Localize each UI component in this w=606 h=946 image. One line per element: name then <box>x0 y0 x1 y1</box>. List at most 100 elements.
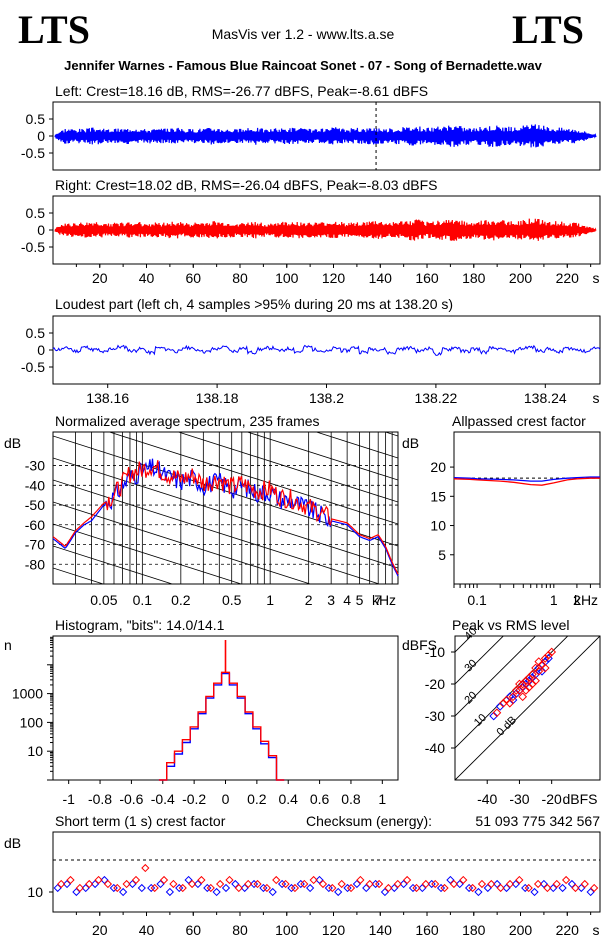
right-waveform-xtick-label: 120 <box>322 270 346 286</box>
spectrum-xtick-label: 0.05 <box>90 592 117 608</box>
allpassed-crest-frame <box>453 431 601 585</box>
short-term-crest-point <box>216 879 225 889</box>
right-waveform-xtick-label: 160 <box>415 270 439 286</box>
short-term-crest-ylabel: dB <box>4 835 21 851</box>
peak-vs-rms-point <box>498 698 508 708</box>
short-term-crest-xtick-label: 180 <box>462 922 486 938</box>
short-term-crest-point <box>318 879 328 889</box>
peak-vs-rms-point <box>521 686 531 695</box>
loudest-part-xtick-label: 138.22 <box>414 390 457 406</box>
peak-vs-rms-xtick-label: -40 <box>477 791 497 807</box>
loudest-part-ytick-label: 0.5 <box>26 325 46 341</box>
histogram-ytick-label: 100 <box>20 714 44 730</box>
short-term-crest-xtick-label: 200 <box>509 922 533 938</box>
peak-vs-rms-point <box>527 679 537 689</box>
peak-vs-rms-crest-line <box>455 636 537 717</box>
peak-vs-rms-series-1 <box>492 647 557 718</box>
left-waveform-ytick-label: 0.5 <box>26 111 46 127</box>
right-waveform-ytick-label: -0.5 <box>21 239 45 255</box>
short-term-crest-point <box>393 879 402 889</box>
histogram-xtick-label: -0.6 <box>119 791 143 807</box>
short-term-crest-point <box>446 875 455 885</box>
spectrum-xtick-label: 1 <box>266 592 274 608</box>
right-waveform-waveform-trace <box>54 218 597 241</box>
short-term-crest-point <box>85 879 94 889</box>
peak-vs-rms-point <box>534 666 544 676</box>
peak-vs-rms-point <box>531 663 540 673</box>
short-term-crest-point <box>231 879 240 889</box>
lts-logo-left: LTS <box>18 7 90 52</box>
short-term-crest-point <box>505 879 515 889</box>
short-term-crest-frame <box>52 831 601 913</box>
short-term-crest-point <box>352 879 361 889</box>
histogram-xtick-label: 0.8 <box>341 791 361 807</box>
spectrum-slope-lines <box>53 432 398 584</box>
spectrum-xtick-label: 5 <box>356 592 364 608</box>
short-term-crest-point <box>337 879 346 889</box>
peak-vs-rms-point <box>495 702 505 711</box>
short-term-crest-point <box>137 883 146 893</box>
peak-vs-rms-series-0 <box>489 654 553 721</box>
loudest-part-xtick-label: 138.2 <box>309 390 344 406</box>
short-term-crest-point <box>577 883 586 893</box>
short-term-crest-point <box>365 879 374 889</box>
allpassed-crest-ytick-label: 20 <box>430 459 446 475</box>
peak-vs-rms-ytick-label: -20 <box>425 676 445 692</box>
allpassed-crest-ytick-label: 15 <box>430 488 446 504</box>
allpassed-crest-title: Allpassed crest factor <box>452 413 586 429</box>
short-term-crest-xtick-label: 80 <box>232 922 248 938</box>
short-term-crest-point <box>539 879 548 889</box>
short-term-crest-point <box>558 883 567 893</box>
spectrum-series-1 <box>52 460 399 575</box>
histogram-xtick-label: -0.2 <box>182 791 206 807</box>
peak-vs-rms-point <box>531 676 540 686</box>
spectrum-ylabel: dB <box>4 435 21 451</box>
short-term-crest-point <box>474 887 483 897</box>
short-term-crest-point <box>169 879 178 889</box>
loudest-part-xtick-label: 138.18 <box>196 390 239 406</box>
short-term-crest-point <box>57 879 66 889</box>
histogram-xtick-label: 0.6 <box>310 791 330 807</box>
short-term-crest-point <box>412 883 421 893</box>
short-term-crest-point <box>524 883 533 893</box>
short-term-crest-point <box>549 883 558 893</box>
short-term-crest-point <box>346 883 356 893</box>
spectrum-grid <box>53 432 398 584</box>
left-waveform-ytick-label: -0.5 <box>21 145 45 161</box>
peak-vs-rms-point <box>527 670 537 679</box>
short-term-crest-point <box>431 879 440 889</box>
short-term-crest-point <box>187 879 197 889</box>
histogram-series-1 <box>158 671 285 781</box>
spectrum-frame <box>52 431 399 585</box>
short-term-crest-point <box>399 879 408 889</box>
short-term-crest-point <box>94 875 103 885</box>
peak-vs-rms-point <box>489 711 499 721</box>
short-term-crest-point <box>165 887 174 897</box>
short-term-crest-point <box>449 879 459 889</box>
short-term-crest-point <box>543 883 552 893</box>
spectrum-xtick-label: 7 <box>374 592 382 608</box>
short-term-crest-point <box>141 863 150 873</box>
histogram-xtick-label: 1 <box>378 791 386 807</box>
loudest-part-title: Loudest part (left ch, 4 samples >95% du… <box>55 296 453 312</box>
allpassed-crest-series-0 <box>453 476 600 482</box>
short-term-crest-point <box>122 879 131 889</box>
short-term-crest-point <box>309 875 318 885</box>
short-term-crest-point <box>487 879 496 889</box>
short-term-crest-point <box>225 875 234 885</box>
peak-vs-rms-crest-line <box>455 636 600 780</box>
short-term-crest-point <box>272 875 281 885</box>
spectrum-slope-line <box>246 432 398 481</box>
histogram-ytick-label: 10 <box>27 743 43 759</box>
peak-vs-rms-point <box>547 647 557 657</box>
right-waveform-title: Right: Crest=18.02 dB, RMS=-26.04 dBFS, … <box>55 177 437 193</box>
short-term-crest-point <box>440 883 449 893</box>
spectrum-xtick-label: 0.5 <box>222 592 242 608</box>
peak-vs-rms-point <box>540 654 550 663</box>
short-term-crest-point <box>328 883 337 893</box>
short-term-crest-point <box>75 883 84 893</box>
short-term-crest-point <box>590 883 599 893</box>
short-term-crest-point <box>586 887 595 897</box>
histogram-ytick-label: 1000 <box>12 686 43 702</box>
